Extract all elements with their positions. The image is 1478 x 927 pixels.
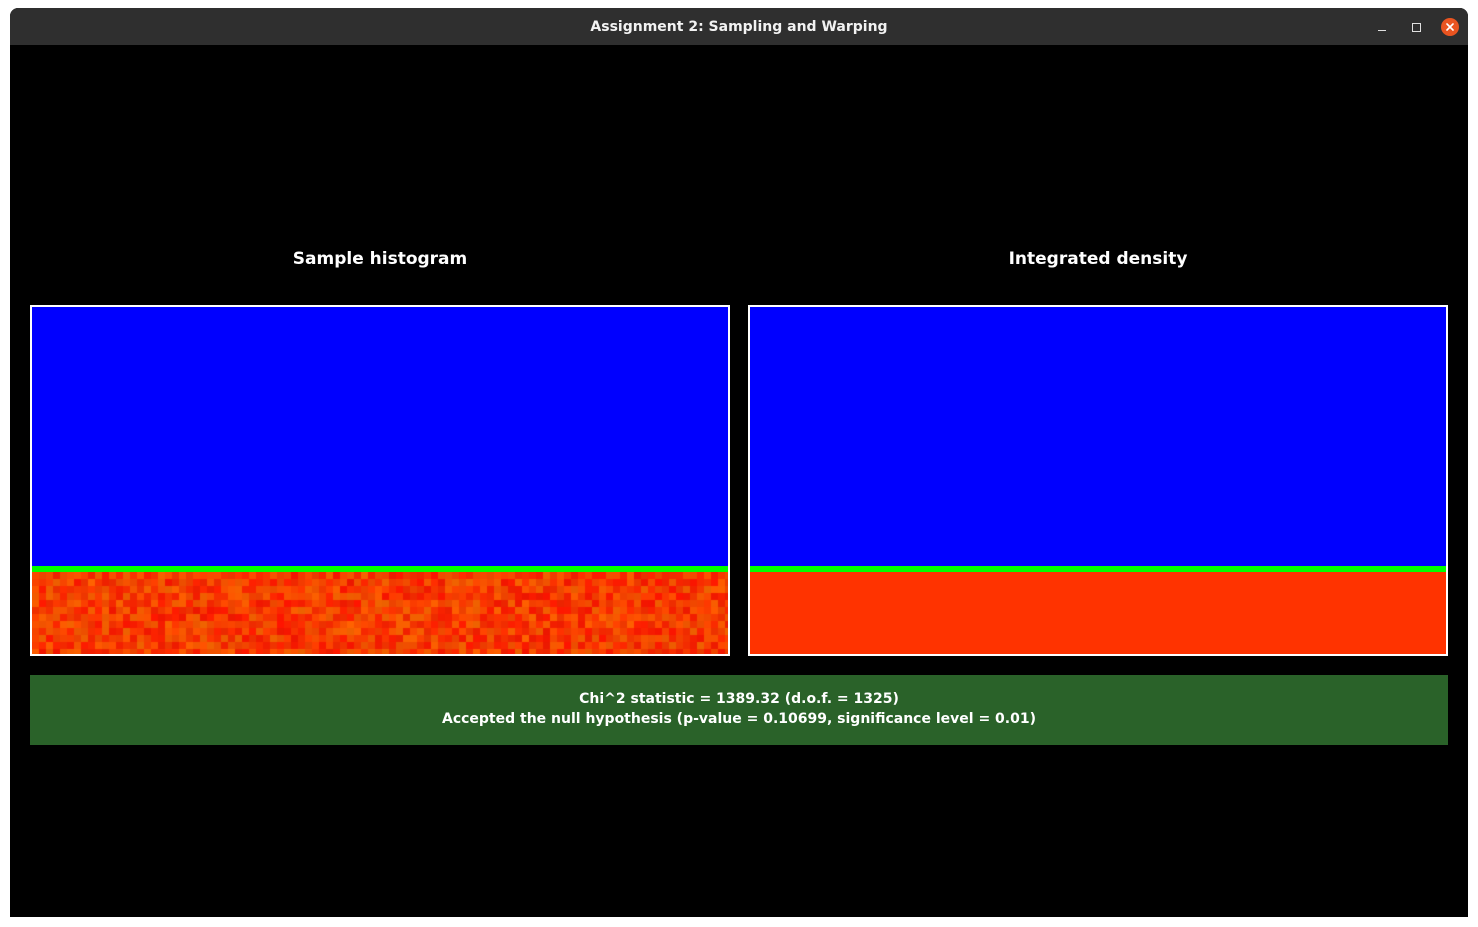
density-region — [750, 572, 1446, 654]
integrated-density-title: Integrated density — [1008, 249, 1188, 269]
boundary-line — [32, 566, 728, 572]
boundary-line — [750, 566, 1446, 572]
close-button[interactable] — [1440, 17, 1460, 37]
sample-histogram-title: Sample histogram — [292, 249, 468, 269]
title-bar[interactable]: Assignment 2: Sampling and Warping — [10, 8, 1468, 45]
sample-histogram-view — [30, 305, 730, 656]
chi2-statistic-text: Chi^2 statistic = 1389.32 (d.o.f. = 1325… — [579, 691, 899, 707]
maximize-button[interactable] — [1406, 17, 1426, 37]
maximize-icon — [1411, 22, 1421, 32]
minimize-icon — [1378, 23, 1386, 31]
close-icon — [1441, 18, 1459, 36]
chi2-result-box: Chi^2 statistic = 1389.32 (d.o.f. = 1325… — [30, 675, 1448, 745]
minimize-button[interactable] — [1372, 17, 1392, 37]
histogram-noise — [32, 572, 728, 654]
window-title: Assignment 2: Sampling and Warping — [590, 19, 888, 35]
integrated-density-view — [748, 305, 1448, 656]
app-window: Assignment 2: Sampling and Warping Sampl… — [10, 8, 1468, 917]
hypothesis-result-text: Accepted the null hypothesis (p-value = … — [441, 711, 1036, 727]
